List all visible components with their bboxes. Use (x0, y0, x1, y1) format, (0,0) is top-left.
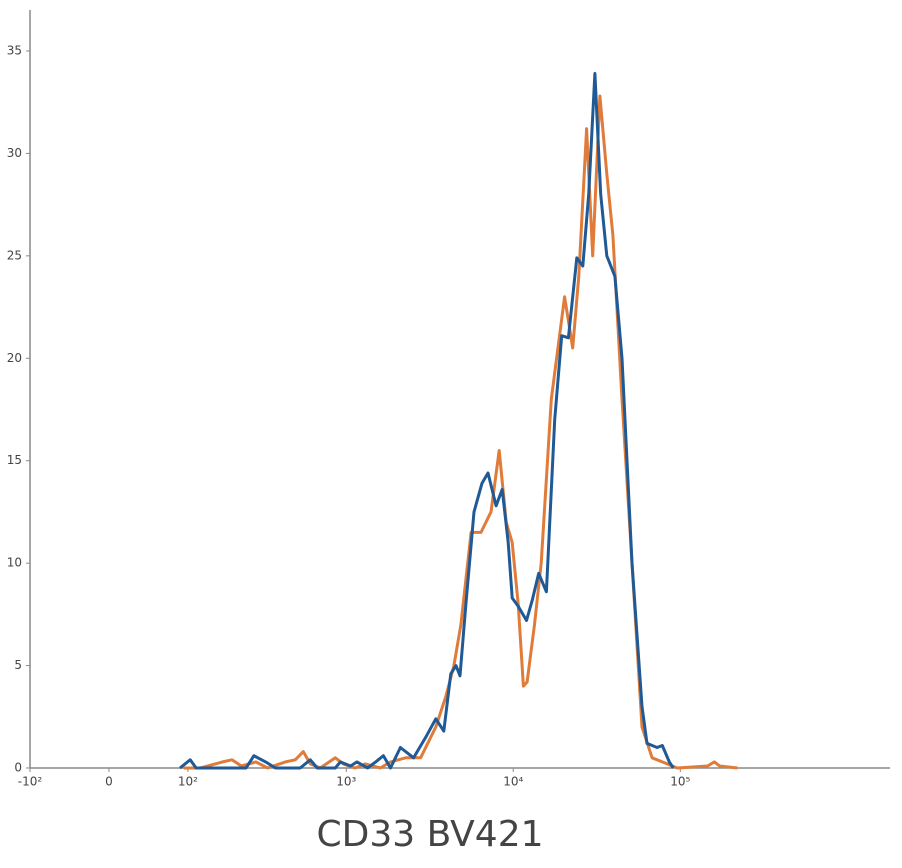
x-tick-label: 10² (178, 775, 198, 789)
y-tick-label: 25 (7, 248, 22, 262)
y-tick-label: 20 (7, 351, 22, 365)
x-tick-label: -10² (18, 775, 43, 789)
series-line (179, 72, 675, 770)
x-tick-label: 10⁵ (670, 775, 690, 789)
y-tick-label: 30 (7, 146, 22, 160)
y-tick-label: 15 (7, 453, 22, 467)
x-tick-label: 10⁴ (503, 775, 523, 789)
x-tick-label: 10³ (336, 775, 356, 789)
y-tick-label: 35 (7, 43, 22, 57)
x-tick-label: 0 (105, 775, 113, 789)
y-tick-label: 5 (14, 658, 22, 672)
y-tick-label: 0 (14, 761, 22, 775)
series-line (183, 94, 738, 770)
y-tick-label: 10 (7, 556, 22, 570)
x-axis-label: CD33 BV421 (316, 814, 543, 855)
